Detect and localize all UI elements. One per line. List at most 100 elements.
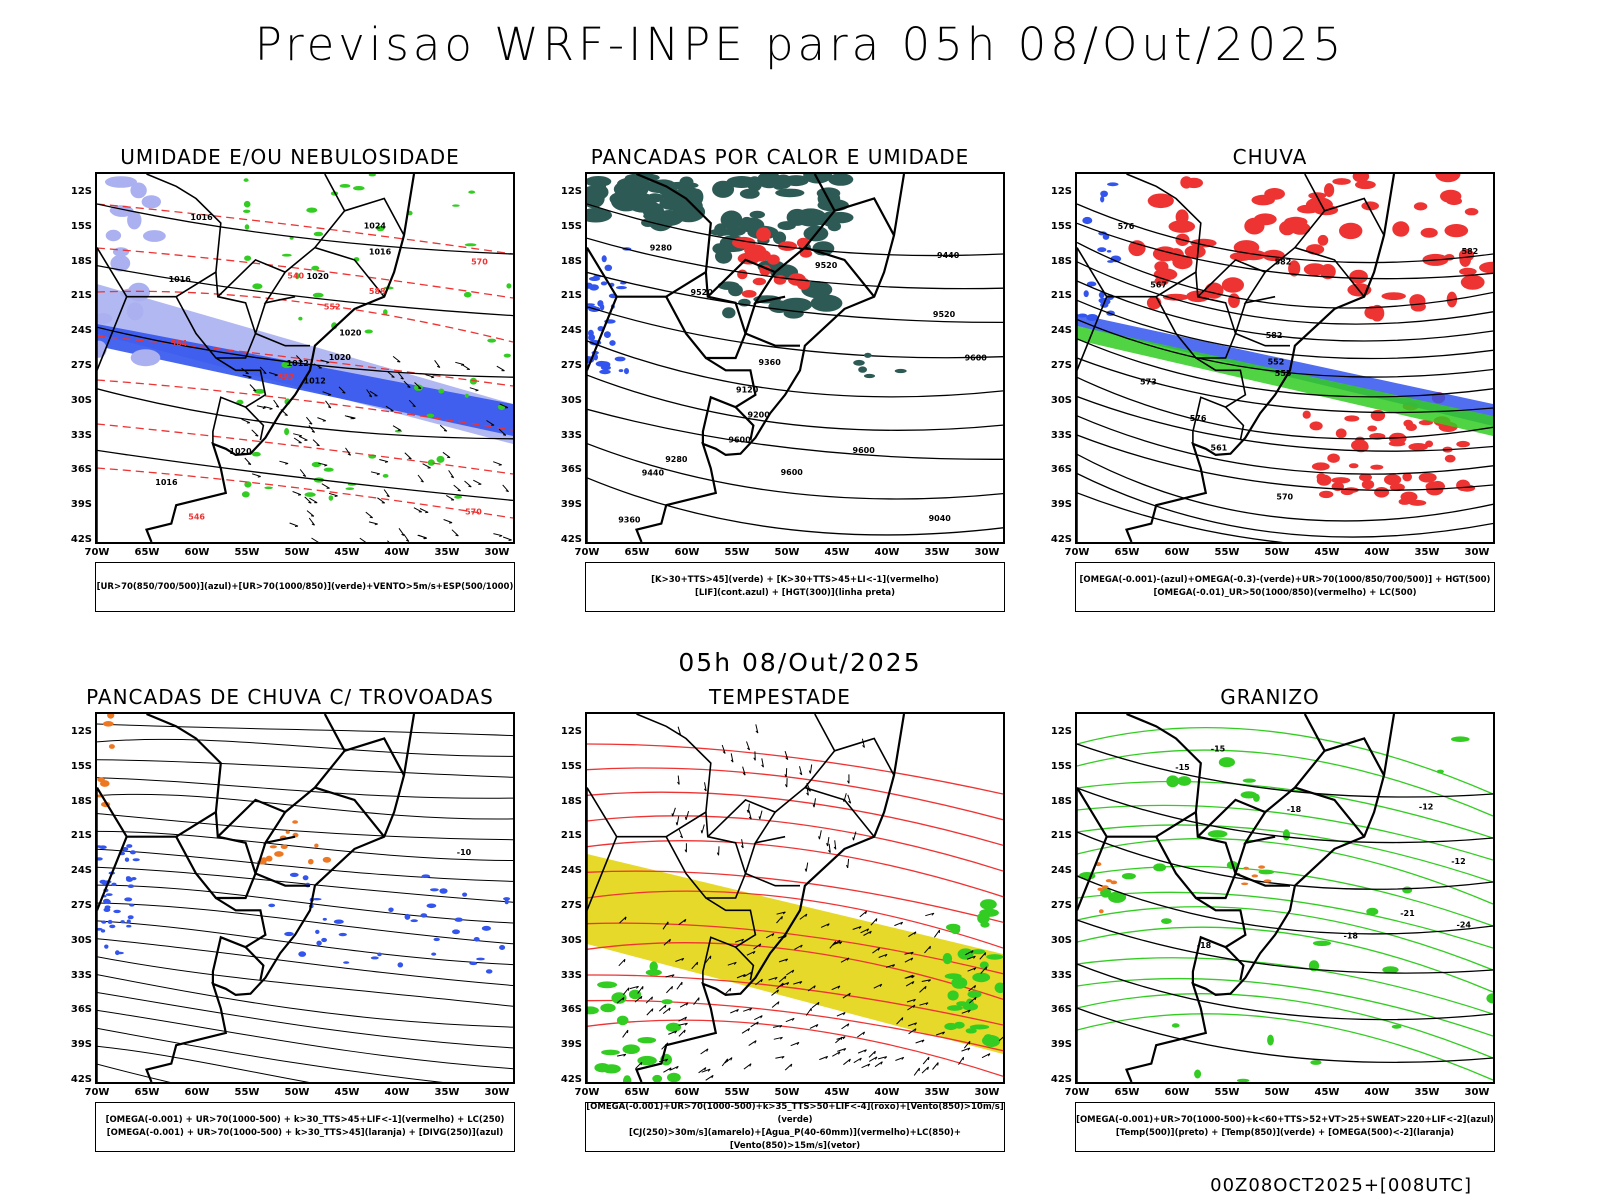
lon-tick-label: 65W [624,1087,650,1098]
panel-legend: [OMEGA(-0.001)-(azul)+OMEGA(-0.3)-(verde… [1075,562,1495,612]
wind-850-area [951,977,968,989]
streamline [97,956,513,1007]
wind-vector [868,1056,878,1062]
divergence-area [126,924,132,928]
lon-tick-label: 40W [874,547,900,558]
low-level-humidity [345,487,355,491]
temp-500-contour [1077,787,1493,844]
wind-vector [658,1004,667,1012]
rain-area [1262,249,1285,261]
forecast-panel-chuva: CHUVA 12S 15S 18S 21S 24S 27S 30S 33S 36S 39S 42S 70… [1030,145,1510,625]
wind-vector [299,469,307,477]
contour-label: 9360 [618,515,641,524]
wind-vector [669,1065,679,1071]
thunderstorm-area [265,855,273,862]
height-contour [587,442,1003,500]
wind-vector [379,459,389,463]
wind-vector [646,1008,654,1016]
lon-tick-label: 70W [84,547,110,558]
wind-vector [377,497,386,504]
lifted-index-contour [624,368,629,375]
divergence-area [321,937,327,943]
lon-tick-label: 70W [574,547,600,558]
rain-area [1364,306,1381,320]
omega-area [1098,291,1105,299]
wind-vector [863,930,872,936]
wind-vector [831,985,841,991]
wind-vector [408,399,416,408]
lon-tick-label: 70W [574,1087,600,1098]
wind-vector [446,494,455,501]
wind-vector [776,915,783,924]
divergence-area [433,937,440,942]
temp-500-contour [1077,743,1493,798]
temp-850-area [1436,769,1444,774]
lat-tick-label: 36S [70,464,92,476]
lon-tick-label: 60W [1164,547,1190,558]
wind-vector [784,778,788,788]
streamline [97,1009,513,1070]
wind-850-area [962,1002,978,1011]
lat-tick-label: 27S [70,360,92,371]
lifted-condensation-contour [587,815,1003,872]
wind-850-area [652,1074,663,1082]
height-contour [1077,338,1493,398]
legend-line: [UR>70(850/700/500)](azul)+[UR>70(1000/8… [96,581,514,592]
rain-area [1370,464,1384,470]
wind-vector [622,1029,629,1038]
temp-850-area [1402,886,1413,894]
border-line [1197,258,1266,298]
rain-area [1309,421,1323,431]
moisture-area [141,195,161,209]
rain-area [1459,267,1477,276]
contour-label: 1024 [364,222,387,231]
omega-area [1100,190,1108,197]
wind-vector [366,389,373,398]
wind-vector [730,1008,739,1014]
wind-vector [841,1023,850,1030]
wind-vector [961,1009,971,1014]
border-line [97,714,222,838]
wind-850-area [645,969,662,976]
divergence-area [322,917,327,921]
lon-tick-label: 50W [284,1087,310,1098]
omega-area [1086,281,1097,287]
convection-area [864,352,872,358]
wind-vector [748,810,752,820]
convection-area [777,221,796,231]
low-level-humidity [438,388,445,394]
divergence-area [370,956,379,960]
divergence-area [124,897,133,902]
border-line [804,246,876,298]
lon-tick-label: 35W [1414,547,1440,558]
low-level-humidity [427,459,435,466]
rain-area [1351,439,1369,452]
temp-500-contour [1077,831,1493,890]
lifted-index-contour [588,284,599,291]
omega-area [1097,247,1107,253]
temp-850-area [1486,993,1493,1004]
thunderstorm-area [280,844,288,849]
low-level-humidity [464,393,469,398]
wind-vector [368,521,378,526]
height-contour [1077,357,1493,414]
lat-tick-label: 18S [1050,795,1072,807]
streamline [97,920,513,966]
lifted-index-contour [603,331,611,338]
wind-vector [820,923,830,928]
wind-vector [309,497,318,504]
wind-vector [894,921,904,927]
low-level-humidity [281,361,292,369]
thunderstorm-area [308,858,314,865]
divergence-area [125,876,131,881]
lifted-condensation-contour [587,870,1003,923]
lat-tick-label: 24S [70,865,92,877]
divergence-area [316,940,322,946]
lon-tick-label: 65W [1114,547,1140,558]
lat-tick-label: 12S [560,726,582,737]
wind-vector [853,1057,862,1064]
instability-area [752,277,767,286]
wind-vector [932,1062,939,1070]
temp-500-contour [1077,963,1493,1021]
lat-tick-label: 42S [560,534,582,545]
